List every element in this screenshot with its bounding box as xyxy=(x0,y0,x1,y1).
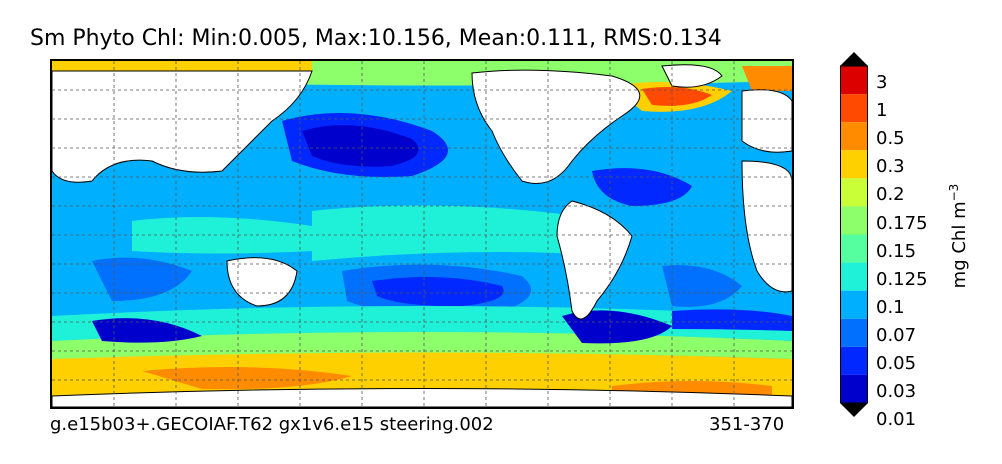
colorbar-segment xyxy=(840,66,868,95)
map-title: Sm Phyto Chl: Min:0.005, Max:10.156, Mea… xyxy=(30,26,722,51)
south-atlantic-gyre xyxy=(662,265,742,307)
colorbar-segment xyxy=(840,94,868,123)
colorbar-segment xyxy=(840,318,868,347)
colorbar-label: mg Chl m−3 xyxy=(947,183,970,289)
colorbar-segment xyxy=(840,374,868,403)
continent-europe xyxy=(741,89,792,153)
continent-africa xyxy=(741,160,792,293)
colorbar-tick-label: 3 xyxy=(876,72,888,94)
colorbar-tick-label: 0.07 xyxy=(876,324,917,346)
colorbar-segment xyxy=(840,178,868,207)
indian-ocean-gyre xyxy=(92,257,192,301)
colorbar-tick-label: 1 xyxy=(876,100,888,122)
colorbar-tick-label: 0.125 xyxy=(876,268,928,290)
north-atlantic-gyre xyxy=(592,168,692,206)
colorbar-tick-label: 0.2 xyxy=(876,184,905,206)
island-greenland xyxy=(661,64,723,88)
colorbar-segment xyxy=(840,346,868,375)
continent-north-america xyxy=(471,69,641,184)
continent-australia xyxy=(226,257,298,307)
colorbar-tick-label: 0.5 xyxy=(876,128,905,150)
colorbar-segment xyxy=(840,290,868,319)
colorbar xyxy=(840,52,868,417)
colorbar-segment xyxy=(840,262,868,291)
colorbar-extend-min xyxy=(840,403,868,417)
colorbar-extend-max xyxy=(840,52,868,66)
run-identifier: g.e15b03+.GECOIAF.T62 gx1v6.e15 steering… xyxy=(50,414,494,435)
colorbar-tick-label: 0.1 xyxy=(876,296,905,318)
colorbar-tick-label: 0.3 xyxy=(876,156,905,178)
year-range: 351-370 xyxy=(709,414,785,435)
colorbar-tick-label: 0.05 xyxy=(876,352,917,374)
continent-eurasia xyxy=(52,70,313,183)
colorbar-tick-label: 0.175 xyxy=(876,212,928,234)
colorbar-tick-label: 0.03 xyxy=(876,381,917,402)
colorbar-segment xyxy=(840,150,868,179)
continent-antarctica xyxy=(52,388,792,407)
colorbar-segment xyxy=(840,122,868,151)
ocean-chlorophyll-map xyxy=(50,59,794,409)
colorbar-segment xyxy=(840,206,868,235)
colorbar-segment xyxy=(840,234,868,263)
colorbar-tick-label: 0.01 xyxy=(876,409,917,431)
colorbar-tick-label: 0.15 xyxy=(876,240,917,262)
